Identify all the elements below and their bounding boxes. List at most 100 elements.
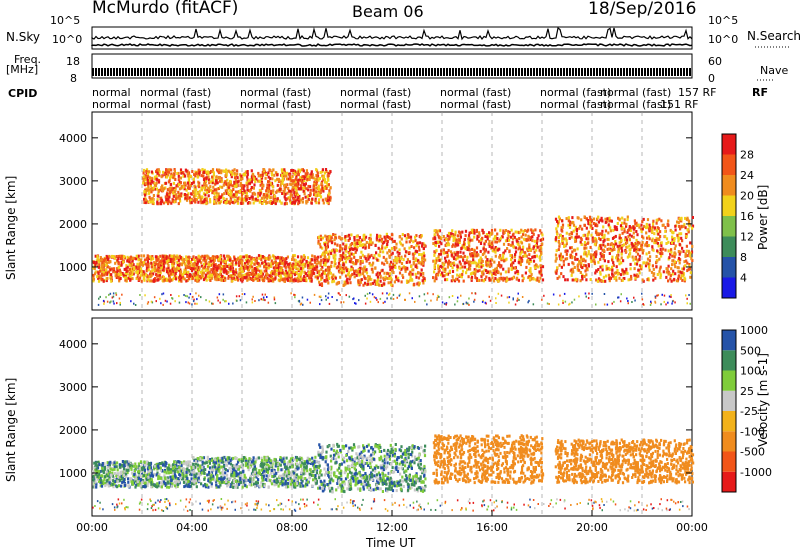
scatter-point bbox=[165, 255, 168, 259]
scatter-point bbox=[142, 178, 145, 182]
scatter-point bbox=[245, 197, 248, 201]
scatter-point bbox=[673, 239, 676, 242]
scatter-point bbox=[358, 270, 361, 273]
scatter-point bbox=[557, 248, 560, 252]
scatter-point bbox=[163, 187, 166, 191]
scatter-point bbox=[373, 254, 376, 258]
scatter-point bbox=[533, 255, 536, 259]
scatter-point bbox=[508, 231, 511, 234]
scatter-point bbox=[297, 168, 300, 172]
scatter-point bbox=[218, 168, 221, 172]
scatter-point bbox=[180, 276, 183, 280]
scatter-point bbox=[488, 276, 491, 280]
scatter-point bbox=[142, 171, 145, 175]
scatter-point bbox=[365, 241, 368, 244]
scatter-point bbox=[205, 197, 208, 201]
scatter-point bbox=[156, 274, 159, 278]
scatter-point bbox=[497, 270, 500, 274]
scatter-point bbox=[502, 256, 505, 260]
scatter-point bbox=[518, 258, 521, 262]
scatter-point bbox=[252, 174, 255, 178]
scatter-point bbox=[504, 258, 507, 262]
scatter-point bbox=[638, 258, 641, 261]
scatter-point bbox=[159, 260, 162, 264]
scatter-point bbox=[316, 271, 319, 274]
scatter-point bbox=[364, 281, 367, 285]
scatter-point bbox=[459, 231, 462, 235]
scatter-point bbox=[128, 260, 131, 263]
freq-marker bbox=[317, 68, 319, 76]
scatter-point bbox=[458, 238, 461, 242]
scatter-point bbox=[376, 258, 379, 262]
scatter-point bbox=[347, 271, 350, 275]
scatter-point bbox=[686, 228, 689, 232]
freq-marker bbox=[611, 68, 613, 76]
scatter-point bbox=[195, 172, 198, 176]
scatter-point bbox=[672, 241, 675, 245]
scatter-point bbox=[572, 229, 575, 233]
scatter-point bbox=[585, 246, 588, 250]
scatter-point bbox=[597, 247, 600, 251]
scatter-point bbox=[686, 261, 689, 265]
scatter-point bbox=[178, 264, 181, 268]
scatter-point bbox=[222, 254, 225, 258]
scatter-point bbox=[143, 197, 146, 201]
scatter-point bbox=[683, 223, 686, 227]
scatter-point bbox=[267, 194, 270, 198]
scatter-point bbox=[346, 234, 349, 238]
scatter-point bbox=[390, 233, 393, 237]
scatter-point bbox=[631, 255, 634, 259]
scatter-point bbox=[321, 187, 324, 191]
scatter-point bbox=[148, 275, 151, 279]
scatter-point bbox=[199, 255, 202, 259]
scatter-point bbox=[147, 268, 150, 272]
scatter-point bbox=[368, 243, 371, 247]
scatter-point bbox=[350, 233, 353, 237]
scatter-point bbox=[290, 271, 293, 275]
scatter-point bbox=[174, 186, 177, 190]
scatter-point bbox=[681, 278, 684, 282]
scatter-point bbox=[388, 237, 391, 241]
scatter-point bbox=[353, 238, 356, 242]
scatter-point bbox=[400, 280, 403, 284]
scatter-point bbox=[115, 271, 119, 275]
freq-marker bbox=[104, 68, 106, 76]
scatter-point bbox=[295, 182, 298, 186]
scatter-point bbox=[378, 271, 381, 275]
scatter-point bbox=[498, 239, 501, 243]
scatter-point bbox=[179, 176, 182, 180]
scatter-point bbox=[410, 238, 413, 242]
scatter-point bbox=[437, 240, 440, 244]
scatter-point bbox=[671, 241, 674, 244]
scatter-point bbox=[198, 275, 201, 278]
scatter-point bbox=[269, 200, 272, 204]
scatter-point bbox=[99, 259, 102, 263]
scatter-point bbox=[185, 264, 188, 268]
scatter-point bbox=[195, 266, 198, 270]
scatter-point bbox=[684, 216, 687, 220]
scatter-point bbox=[395, 246, 398, 250]
scatter-point bbox=[134, 265, 137, 269]
scatter-point bbox=[292, 169, 295, 172]
scatter-point bbox=[200, 270, 203, 274]
scatter-point bbox=[576, 267, 579, 271]
scatter-point bbox=[638, 248, 641, 252]
scatter-point bbox=[370, 243, 373, 246]
scatter-point bbox=[327, 192, 330, 196]
scatter-point bbox=[218, 266, 221, 270]
scatter-point bbox=[259, 271, 263, 275]
scatter-point bbox=[589, 221, 592, 225]
scatter-point bbox=[445, 238, 448, 241]
scatter-point bbox=[670, 279, 673, 283]
scatter-point bbox=[142, 270, 145, 274]
scatter-point bbox=[180, 186, 183, 190]
scatter-point bbox=[620, 252, 623, 256]
scatter-point bbox=[204, 188, 207, 192]
scatter-point bbox=[399, 257, 402, 261]
scatter-point bbox=[562, 263, 565, 267]
scatter-point bbox=[286, 277, 289, 281]
scatter-point bbox=[422, 281, 425, 285]
scatter-point bbox=[539, 276, 542, 280]
scatter-point bbox=[476, 279, 479, 282]
scatter-point bbox=[421, 242, 424, 246]
